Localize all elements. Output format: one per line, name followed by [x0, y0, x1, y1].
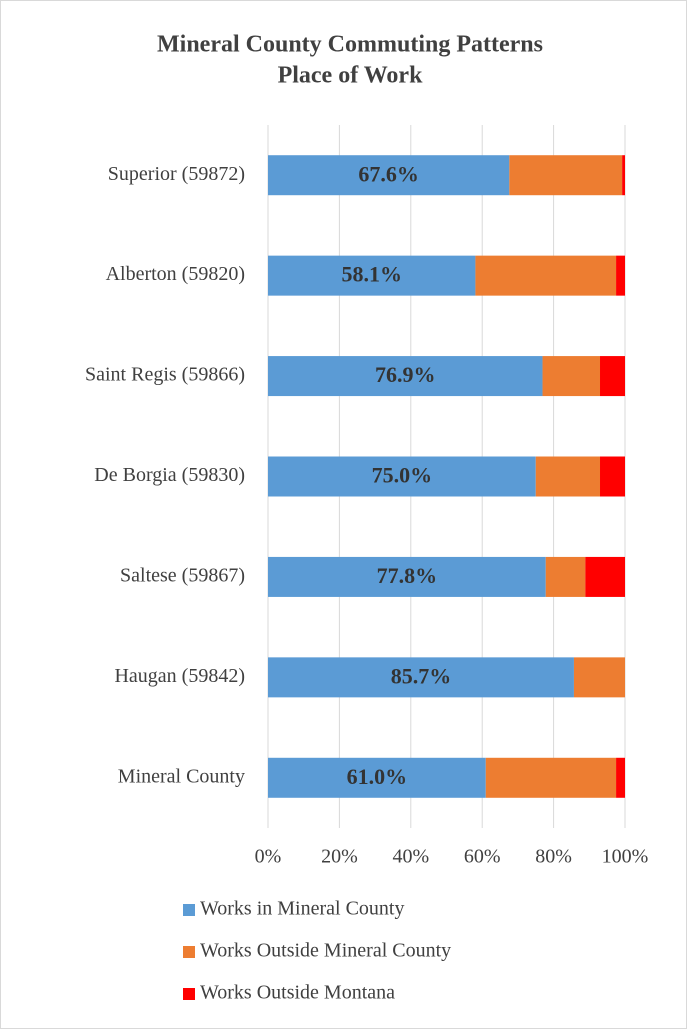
y-tick-label: Saltese (59867): [120, 565, 245, 587]
bar-segment: [485, 757, 617, 798]
data-label: 61.0%: [347, 764, 408, 789]
x-tick-label: 60%: [464, 846, 501, 868]
bar-segment: [616, 757, 625, 798]
legend-label: Works in Mineral County: [200, 898, 404, 920]
bar-segment: [542, 356, 601, 397]
chart-title: Mineral County Commuting Patterns: [157, 32, 543, 58]
data-label: 58.1%: [341, 262, 402, 287]
x-tick-label: 20%: [321, 846, 358, 868]
bar-segment: [268, 255, 476, 296]
bar-segment: [268, 757, 486, 798]
y-tick-label: Saint Regis (59866): [85, 364, 245, 386]
bar-segment: [535, 456, 601, 497]
data-label: 67.6%: [358, 161, 419, 186]
x-tick-label: 0%: [255, 846, 282, 868]
data-label: 85.7%: [391, 663, 452, 688]
x-tick-label: 80%: [535, 846, 572, 868]
bar-segment: [600, 456, 625, 497]
y-tick-label: De Borgia (59830): [94, 464, 245, 486]
legend-swatch: [183, 946, 195, 958]
data-label: 76.9%: [375, 362, 436, 387]
bar-segment: [268, 155, 510, 196]
legend-label: Works Outside Montana: [200, 982, 395, 1004]
y-tick-label: Superior (59872): [108, 163, 245, 185]
bar-segment: [545, 556, 586, 597]
bar-segment: [268, 556, 546, 597]
bar-segment: [585, 556, 625, 597]
chart-subtitle: Place of Work: [278, 63, 424, 89]
data-label: 75.0%: [372, 463, 433, 488]
bar-segment: [509, 155, 623, 196]
legend-swatch: [183, 904, 195, 916]
y-tick-label: Haugan (59842): [114, 665, 245, 687]
legend-label: Works Outside Mineral County: [200, 940, 451, 962]
data-label: 77.8%: [377, 563, 438, 588]
y-tick-label: Alberton (59820): [106, 263, 245, 285]
bar-segment: [475, 255, 617, 296]
x-tick-label: 100%: [602, 846, 649, 868]
bar-segment: [622, 155, 625, 196]
bar-segment: [600, 356, 625, 397]
bar-segment: [616, 255, 625, 296]
bar-segment: [573, 657, 625, 698]
bar-segment: [268, 657, 574, 698]
bar-segment: [268, 456, 536, 497]
x-tick-label: 40%: [392, 846, 429, 868]
bar-segment: [268, 356, 543, 397]
y-tick-label: Mineral County: [118, 765, 245, 787]
legend-swatch: [183, 988, 195, 1000]
